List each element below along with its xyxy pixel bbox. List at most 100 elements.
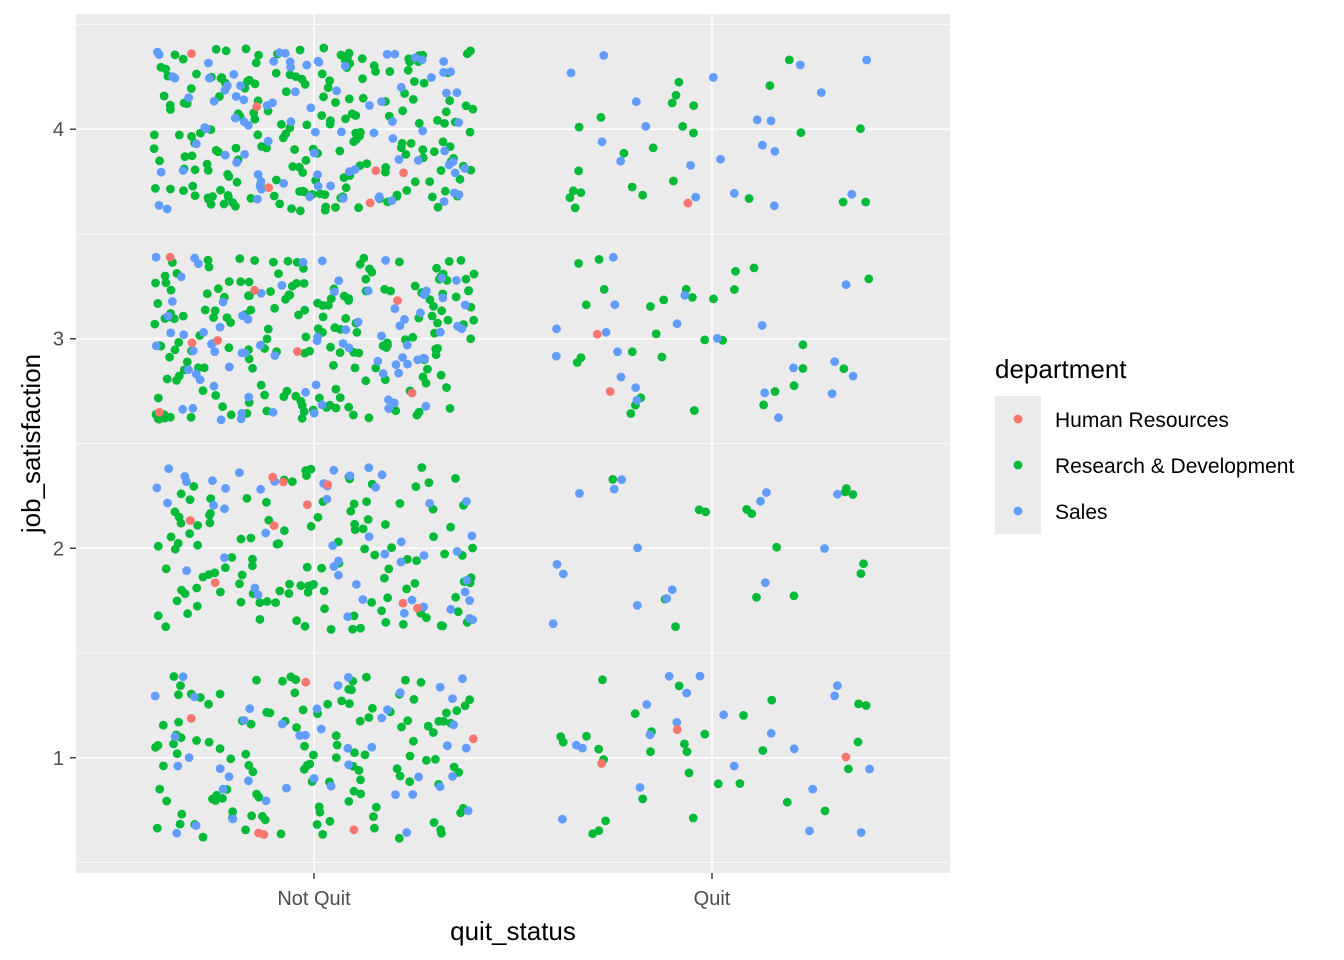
point-research-development <box>331 384 341 394</box>
point-sales <box>343 612 353 622</box>
point-human-resources <box>278 477 288 487</box>
point-research-development <box>331 731 341 741</box>
point-research-development <box>344 797 354 806</box>
point-research-development <box>350 363 360 373</box>
point-research-development <box>431 350 441 360</box>
point-sales <box>344 760 354 770</box>
point-sales <box>170 73 180 83</box>
point-research-development <box>461 101 471 111</box>
point-research-development <box>739 711 748 720</box>
point-research-development <box>403 65 413 75</box>
point-research-development <box>412 556 421 566</box>
point-research-development <box>302 120 312 130</box>
point-research-development <box>152 823 162 833</box>
point-research-development <box>594 744 604 754</box>
point-research-development <box>271 598 280 607</box>
point-research-development <box>313 512 323 522</box>
point-sales <box>191 821 201 830</box>
point-research-development <box>360 750 370 760</box>
point-research-development <box>153 393 163 403</box>
point-research-development <box>466 334 476 344</box>
point-research-development <box>344 94 354 104</box>
point-research-development <box>274 539 284 548</box>
point-research-development <box>255 615 265 624</box>
point-research-development <box>153 741 163 750</box>
point-research-development <box>381 520 390 529</box>
point-sales <box>236 81 245 91</box>
point-sales <box>340 61 350 71</box>
point-research-development <box>402 584 411 594</box>
point-research-development <box>378 341 388 351</box>
point-sales <box>407 595 417 605</box>
point-research-development <box>192 69 201 79</box>
point-sales <box>847 189 857 199</box>
point-research-development <box>659 295 669 305</box>
point-sales <box>182 566 192 575</box>
point-human-resources <box>213 336 223 345</box>
point-research-development <box>820 806 830 816</box>
point-research-development <box>349 137 359 147</box>
point-research-development <box>202 289 212 299</box>
point-sales <box>633 543 642 553</box>
point-sales <box>752 115 762 125</box>
legend-label: Sales <box>1055 501 1108 524</box>
point-research-development <box>767 695 777 705</box>
point-research-development <box>299 279 309 288</box>
point-research-development <box>465 695 475 705</box>
point-research-development <box>258 811 267 821</box>
point-sales <box>205 73 214 83</box>
point-sales <box>220 85 230 95</box>
point-sales <box>452 88 462 97</box>
point-research-development <box>384 564 394 574</box>
point-research-development <box>735 779 745 788</box>
point-sales <box>462 575 472 585</box>
point-research-development <box>216 587 225 597</box>
point-research-development <box>264 515 274 525</box>
point-sales <box>302 60 312 70</box>
point-research-development <box>290 145 299 154</box>
point-research-development <box>798 340 808 350</box>
point-sales <box>270 351 280 360</box>
point-sales <box>446 67 456 77</box>
point-research-development <box>364 413 374 423</box>
point-research-development <box>568 186 578 196</box>
point-sales <box>328 541 338 551</box>
point-research-development <box>744 194 754 203</box>
point-sales <box>427 73 436 82</box>
point-sales <box>285 57 295 67</box>
point-research-development <box>175 819 185 829</box>
y-tick-label: 3 <box>53 329 64 351</box>
point-sales <box>352 580 361 589</box>
point-research-development <box>626 409 636 418</box>
point-research-development <box>433 116 442 125</box>
point-sales <box>453 321 462 331</box>
point-sales <box>151 341 161 351</box>
point-research-development <box>287 204 296 214</box>
point-sales <box>682 688 692 698</box>
point-research-development <box>440 549 449 559</box>
point-human-resources <box>592 329 602 339</box>
point-sales <box>719 710 728 720</box>
point-research-development <box>468 543 477 553</box>
point-research-development <box>429 532 438 541</box>
point-sales <box>680 291 690 300</box>
point-sales <box>766 116 776 126</box>
point-research-development <box>150 319 160 329</box>
point-human-resources <box>349 825 359 835</box>
point-sales <box>184 365 193 374</box>
point-research-development <box>296 396 306 406</box>
point-research-development <box>278 133 288 143</box>
point-sales <box>334 556 343 566</box>
point-sales <box>311 380 321 390</box>
point-sales <box>713 334 722 343</box>
point-research-development <box>689 406 699 415</box>
point-human-resources <box>302 500 312 510</box>
point-research-development <box>221 46 231 56</box>
point-sales <box>667 585 677 595</box>
point-sales <box>261 528 271 538</box>
legend-title: department <box>995 354 1127 384</box>
point-research-development <box>377 606 386 616</box>
point-sales <box>408 790 418 799</box>
point-sales <box>416 308 425 318</box>
